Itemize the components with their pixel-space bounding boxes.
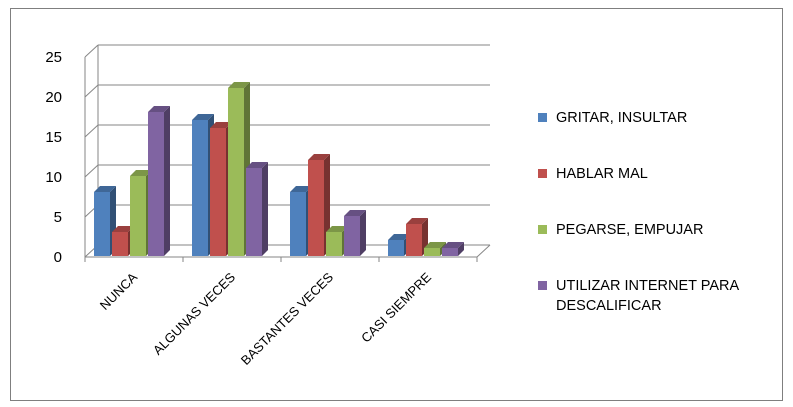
y-tick-labels: 0 5 10 15 20 25 xyxy=(45,49,62,266)
bar-top xyxy=(308,154,330,160)
legend-label: UTILIZAR INTERNET PARA xyxy=(556,278,739,294)
bar-top xyxy=(424,242,446,248)
legend-item: UTILIZAR INTERNET PARA DESCALIFICAR xyxy=(538,278,739,314)
bar-side xyxy=(458,242,464,256)
x-category-label: BASTANTES VECES xyxy=(238,269,337,368)
bar xyxy=(246,162,268,256)
legend-item: GRITAR, INSULTAR xyxy=(538,110,687,126)
bar xyxy=(344,210,366,256)
legend-item: PEGARSE, EMPUJAR xyxy=(538,222,703,238)
bar-front xyxy=(228,88,244,256)
bar-top xyxy=(290,186,312,192)
floor-right-edge xyxy=(476,244,491,258)
x-category-label: ALGUNAS VECES xyxy=(150,269,238,357)
y-tick-label: 25 xyxy=(45,49,62,66)
bar-top xyxy=(112,226,134,232)
legend-label: GRITAR, INSULTAR xyxy=(556,110,687,126)
y-tick-label: 10 xyxy=(45,169,62,186)
gridline-depth-10 xyxy=(84,164,99,178)
bar-top xyxy=(148,106,170,112)
bar-top xyxy=(388,234,410,240)
bars xyxy=(94,82,464,256)
bar-top xyxy=(442,242,464,248)
bar-top xyxy=(326,226,348,232)
gridline-depth-20 xyxy=(84,84,99,98)
x-category-label: NUNCA xyxy=(97,269,141,313)
bar-front xyxy=(130,176,146,256)
bar-front xyxy=(112,232,128,256)
y-tick-label: 0 xyxy=(54,249,62,266)
bar-side xyxy=(360,210,366,256)
legend-swatch xyxy=(538,169,547,178)
y-tick-label: 5 xyxy=(54,209,62,226)
bar-front xyxy=(442,248,458,256)
bar-front xyxy=(326,232,342,256)
bar-top xyxy=(192,114,214,120)
bar-front xyxy=(388,240,404,256)
bar-front xyxy=(148,112,164,256)
bar-front xyxy=(344,216,360,256)
bar-front xyxy=(406,224,422,256)
bar-side xyxy=(262,162,268,256)
legend-swatch xyxy=(538,113,547,122)
bar-front xyxy=(246,168,262,256)
gridline-depth-25 xyxy=(84,44,99,58)
bar-top xyxy=(94,186,116,192)
bar-front xyxy=(290,192,306,256)
bar xyxy=(442,242,464,256)
bar-front xyxy=(192,120,208,256)
legend-item: HABLAR MAL xyxy=(538,166,648,182)
bar-top xyxy=(228,82,250,88)
bar-top xyxy=(130,170,152,176)
bar-top xyxy=(246,162,268,168)
x-category-label: CASI SIEMPRE xyxy=(358,269,434,345)
legend-swatch xyxy=(538,281,547,290)
legend-label: PEGARSE, EMPUJAR xyxy=(556,222,703,238)
bar-top xyxy=(406,218,428,224)
legend-swatch xyxy=(538,225,547,234)
bar xyxy=(148,106,170,256)
bar-front xyxy=(94,192,110,256)
legend: GRITAR, INSULTAR HABLAR MAL PEGARSE, EMPUJ… xyxy=(538,110,739,314)
y-tick-label: 20 xyxy=(45,89,62,106)
y-tick-label: 15 xyxy=(45,129,62,146)
bar-top xyxy=(210,122,232,128)
bar-front xyxy=(210,128,226,256)
x-category-labels: NUNCA ALGUNAS VECES BASTANTES VECES CASI SI… xyxy=(97,269,435,368)
bar-top xyxy=(344,210,366,216)
bar-front xyxy=(424,248,440,256)
legend-label: DESCALIFICAR xyxy=(556,298,662,314)
bar-front xyxy=(308,160,324,256)
legend-label: HABLAR MAL xyxy=(556,166,648,182)
gridline-depth-15 xyxy=(84,124,99,138)
bar-side xyxy=(164,106,170,256)
